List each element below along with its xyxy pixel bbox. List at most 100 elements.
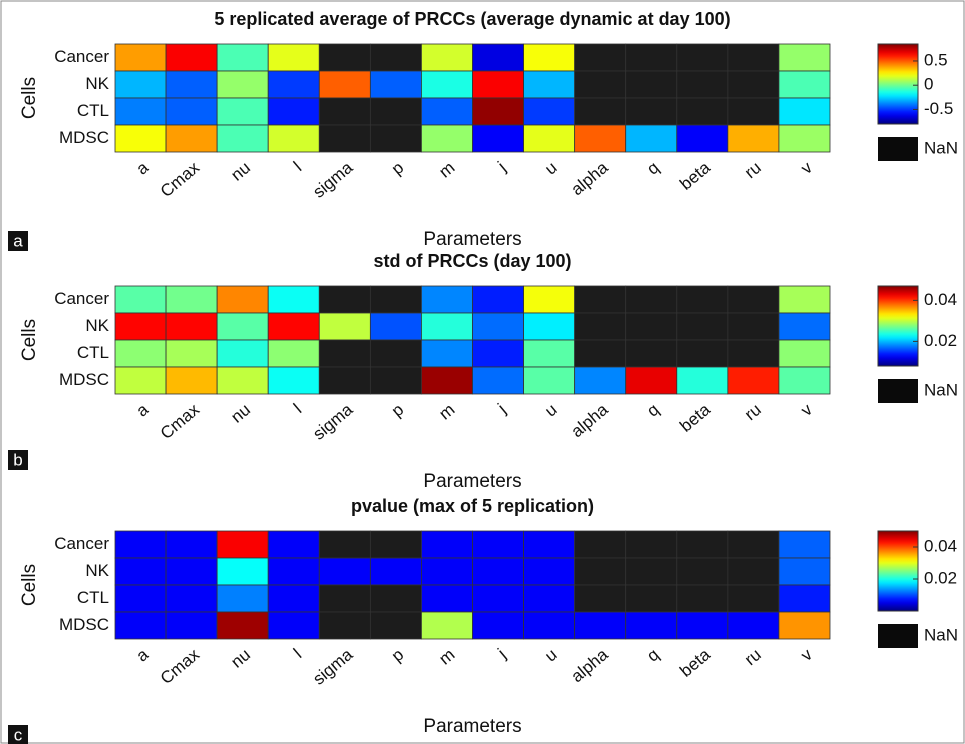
- heatmap-cell: [727, 366, 780, 395]
- nan-cell: [318, 530, 371, 559]
- heatmap-cell: [421, 97, 473, 126]
- heatmap-cell: [421, 312, 473, 341]
- nan-cell: [727, 584, 780, 613]
- nan-cell: [727, 43, 780, 72]
- heatmap-cell: [369, 557, 422, 586]
- nan-cell: [625, 97, 678, 126]
- nan-cell: [318, 611, 371, 640]
- heatmap-cell: [472, 312, 524, 341]
- heatmap-cell: [114, 285, 167, 314]
- nan-swatch: [878, 624, 918, 648]
- nan-cell: [727, 70, 780, 99]
- nan-cell: [318, 124, 371, 153]
- heatmap-cell: [421, 43, 473, 72]
- heatmap-cell: [778, 584, 831, 613]
- x-axis-label: Parameters: [423, 229, 521, 250]
- heatmap-cell: [114, 530, 167, 559]
- panel-title: std of PRCCs (day 100): [373, 251, 571, 271]
- heatmap-cell: [267, 611, 320, 640]
- nan-cell: [369, 285, 422, 314]
- heatmap-cell: [472, 124, 524, 153]
- heatmap-cell: [472, 584, 524, 613]
- heatmap-cell: [369, 312, 422, 341]
- heatmap-cell: [114, 312, 167, 341]
- heatmap-cell: [267, 584, 320, 613]
- heatmap-cell: [114, 124, 167, 153]
- heatmap-cell: [676, 366, 729, 395]
- y-tick-label: MDSC: [59, 615, 109, 634]
- nan-cell: [318, 285, 371, 314]
- heatmap-cell: [216, 366, 269, 395]
- nan-label: NaN: [924, 138, 958, 157]
- heatmap-cell: [625, 366, 678, 395]
- heatmap-cell: [523, 285, 576, 314]
- nan-cell: [676, 43, 729, 72]
- heatmap-cell: [165, 611, 218, 640]
- colorbar-tick-label: 0.02: [924, 568, 957, 587]
- nan-cell: [676, 285, 729, 314]
- nan-cell: [369, 97, 422, 126]
- nan-cell: [318, 584, 371, 613]
- heatmap-cell: [421, 584, 473, 613]
- heatmap-cell: [267, 312, 320, 341]
- heatmap-cell: [625, 611, 678, 640]
- heatmap-cell: [216, 557, 269, 586]
- heatmap-cell: [523, 70, 576, 99]
- nan-cell: [369, 611, 422, 640]
- heatmap-cell: [114, 43, 167, 72]
- y-axis-label: Cells: [19, 564, 40, 606]
- colorbar-tick-label: 0.02: [924, 331, 957, 350]
- nan-cell: [369, 584, 422, 613]
- heatmap-cell: [267, 70, 320, 99]
- heatmap-cell: [216, 530, 269, 559]
- nan-label: NaN: [924, 625, 958, 644]
- heatmap-cell: [421, 530, 473, 559]
- heatmap-cell: [267, 124, 320, 153]
- heatmap-cell: [523, 584, 576, 613]
- nan-cell: [676, 312, 729, 341]
- heatmap-cell: [472, 611, 524, 640]
- heatmap-cell: [318, 312, 371, 341]
- heatmap-cell: [165, 530, 218, 559]
- heatmap-cell: [523, 124, 576, 153]
- heatmap-cell: [267, 530, 320, 559]
- heatmap-cell: [165, 557, 218, 586]
- nan-cell: [727, 339, 780, 368]
- panel-letter: b: [13, 450, 22, 469]
- nan-cell: [676, 584, 729, 613]
- nan-cell: [318, 339, 371, 368]
- heatmap-cell: [369, 70, 422, 99]
- heatmap-cell: [778, 124, 831, 153]
- heatmap-cell: [778, 366, 831, 395]
- heatmap-cell: [778, 43, 831, 72]
- heatmap-cell: [472, 530, 524, 559]
- y-tick-label: Cancer: [54, 534, 109, 553]
- heatmap-cell: [778, 312, 831, 341]
- y-tick-label: CTL: [77, 588, 109, 607]
- nan-cell: [574, 584, 627, 613]
- nan-cell: [318, 97, 371, 126]
- heatmap-cell: [625, 124, 678, 153]
- nan-cell: [369, 43, 422, 72]
- heatmap-cell: [165, 124, 218, 153]
- panel-title: 5 replicated average of PRCCs (average d…: [214, 9, 730, 29]
- x-axis-label: Parameters: [423, 716, 521, 737]
- colorbar-tick-label: 0.04: [924, 290, 957, 309]
- colorbar: [877, 530, 919, 612]
- nan-cell: [625, 584, 678, 613]
- heatmap-cell: [421, 557, 473, 586]
- heatmap-cell: [574, 366, 627, 395]
- heatmap-cell: [267, 339, 320, 368]
- nan-cell: [574, 285, 627, 314]
- nan-cell: [318, 43, 371, 72]
- colorbar-tick-label: 0: [924, 75, 933, 94]
- heatmap-cell: [165, 97, 218, 126]
- heatmap-cell: [216, 584, 269, 613]
- nan-cell: [727, 312, 780, 341]
- heatmap-cell: [523, 530, 576, 559]
- nan-cell: [574, 43, 627, 72]
- nan-swatch: [878, 379, 918, 403]
- heatmap-cell: [523, 97, 576, 126]
- y-tick-label: MDSC: [59, 128, 109, 147]
- nan-cell: [727, 97, 780, 126]
